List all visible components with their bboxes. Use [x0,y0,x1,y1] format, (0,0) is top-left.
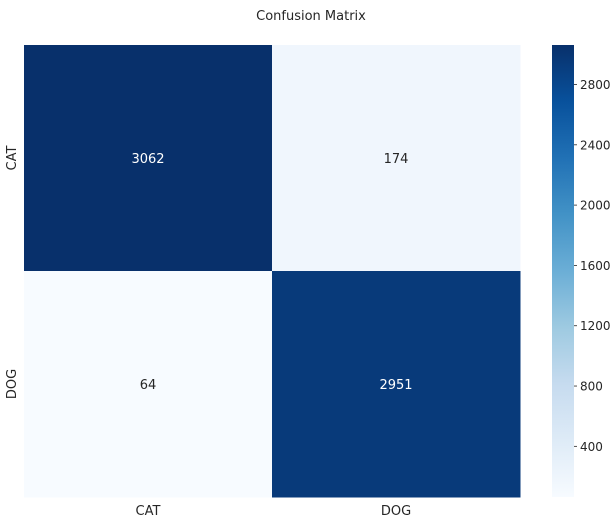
colorbar-tick-label: 2000 [580,199,611,213]
heatmap-cells [24,45,521,498]
cell-value-label: 64 [140,378,157,393]
heatmap-cell-cat-dog [272,45,521,272]
heatmap-cell-dog-dog [272,271,521,498]
x-axis-ticks: CAT DOG [136,504,412,519]
y-tick-label: CAT [5,145,20,170]
colorbar-tick-label: 2400 [580,138,611,152]
cell-value-label: 3062 [131,152,164,167]
heatmap-cell-cat-cat [24,45,273,272]
y-axis-ticks: CAT DOG [5,145,20,399]
colorbar-tick-label: 1600 [580,259,611,273]
cell-value-label: 2951 [379,378,412,393]
heatmap-cell-labels: 3062 174 64 2951 [131,152,412,393]
x-tick-label: DOG [381,504,411,519]
chart-title: Confusion Matrix [256,9,366,24]
x-tick-label: CAT [136,504,161,519]
colorbar-ticks: 400 800 1200 1600 2000 2400 2800 [574,78,611,454]
y-tick-label: DOG [5,369,20,399]
colorbar-tick-label: 800 [580,380,603,394]
colorbar-tick-label: 400 [580,440,603,454]
colorbar-tick-label: 1200 [580,319,611,333]
colorbar-tick-label: 2800 [580,78,611,92]
colorbar [552,45,574,497]
heatmap-cell-dog-cat [24,271,273,498]
cell-value-label: 174 [384,152,409,167]
